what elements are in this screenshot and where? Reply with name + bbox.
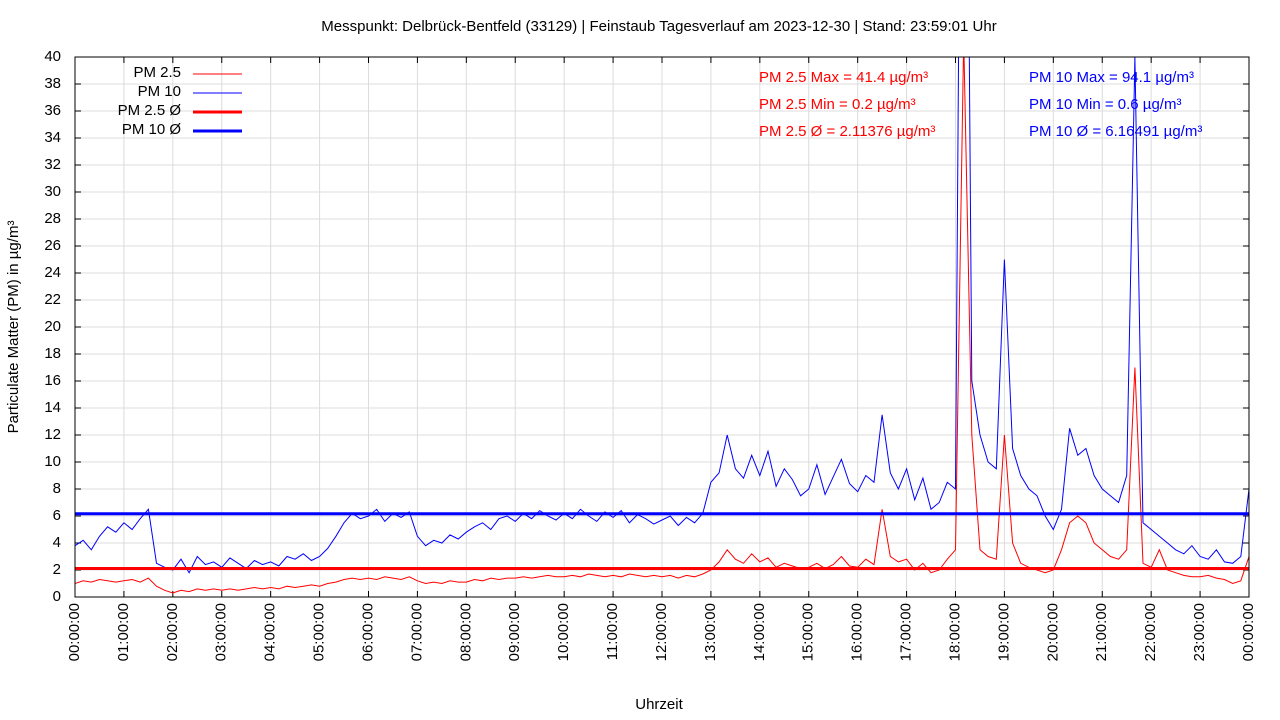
labels: 024681012141618202224262830323436384000:… xyxy=(44,48,1257,661)
x-tick-label: 18:00:00 xyxy=(946,603,963,661)
plot-area xyxy=(75,57,1249,594)
x-tick-label: 02:00:00 xyxy=(164,603,181,661)
x-tick-label: 19:00:00 xyxy=(995,603,1012,661)
y-tick-label: 16 xyxy=(44,372,61,389)
x-tick-label: 14:00:00 xyxy=(751,603,768,661)
x-tick-label: 16:00:00 xyxy=(849,603,866,661)
y-tick-label: 40 xyxy=(44,48,61,65)
y-tick-label: 20 xyxy=(44,318,61,335)
plot-border xyxy=(74,56,1250,598)
y-tick-label: 4 xyxy=(53,534,61,551)
y-tick-label: 36 xyxy=(44,102,61,119)
x-tick-label: 09:00:00 xyxy=(506,603,523,661)
y-tick-label: 6 xyxy=(53,507,61,524)
y-tick-label: 14 xyxy=(44,399,61,416)
x-tick-label: 13:00:00 xyxy=(702,603,719,661)
x-tick-label: 06:00:00 xyxy=(359,603,376,661)
y-tick-label: 2 xyxy=(53,561,61,578)
y-axis-label: Particulate Matter (PM) in µg/m³ xyxy=(5,221,22,434)
x-tick-label: 07:00:00 xyxy=(408,603,425,661)
data-line xyxy=(75,57,1249,594)
y-tick-label: 28 xyxy=(44,210,61,227)
legend-label: PM 2.5 xyxy=(133,64,181,81)
x-tick-label: 05:00:00 xyxy=(311,603,328,661)
y-tick-label: 32 xyxy=(44,156,61,173)
y-tick-label: 34 xyxy=(44,129,61,146)
legend-label: PM 2.5 Ø xyxy=(118,102,182,119)
annotation: PM 2.5 Min = 0.2 µg/m³ xyxy=(759,96,916,113)
y-tick-label: 10 xyxy=(44,453,61,470)
chart-title: Messpunkt: Delbrück-Bentfeld (33129) | F… xyxy=(321,18,996,35)
y-tick-label: 0 xyxy=(53,588,61,605)
x-tick-label: 20:00:00 xyxy=(1044,603,1061,661)
y-tick-label: 18 xyxy=(44,345,61,362)
legend-label: PM 10 Ø xyxy=(122,121,182,138)
y-tick-label: 22 xyxy=(44,291,61,308)
x-tick-label: 03:00:00 xyxy=(213,603,230,661)
y-tick-label: 24 xyxy=(44,264,61,281)
annotation: PM 10 Min = 0.6 µg/m³ xyxy=(1029,96,1181,113)
x-tick-label: 00:00:00 xyxy=(66,603,83,661)
x-tick-label: 10:00:00 xyxy=(555,603,572,661)
data-line xyxy=(75,57,1249,574)
annotation: PM 2.5 Ø = 2.11376 µg/m³ xyxy=(759,123,935,140)
y-tick-label: 26 xyxy=(44,237,61,254)
annotation: PM 10 Ø = 6.16491 µg/m³ xyxy=(1029,123,1202,140)
y-tick-label: 38 xyxy=(44,75,61,92)
annotation: PM 10 Max = 94.1 µg/m³ xyxy=(1029,69,1194,86)
y-tick-label: 8 xyxy=(53,480,61,497)
x-tick-label: 21:00:00 xyxy=(1093,603,1110,661)
annotation: PM 2.5 Max = 41.4 µg/m³ xyxy=(759,69,928,86)
y-tick-label: 30 xyxy=(44,183,61,200)
x-tick-label: 00:00:00 xyxy=(1240,603,1257,661)
legend-label: PM 10 xyxy=(138,83,181,100)
x-tick-label: 17:00:00 xyxy=(898,603,915,661)
x-axis-label: Uhrzeit xyxy=(635,696,683,713)
x-tick-label: 12:00:00 xyxy=(653,603,670,661)
y-tick-label: 12 xyxy=(44,426,61,443)
x-tick-label: 23:00:00 xyxy=(1191,603,1208,661)
x-tick-label: 01:00:00 xyxy=(115,603,132,661)
x-tick-label: 22:00:00 xyxy=(1142,603,1159,661)
x-tick-label: 04:00:00 xyxy=(262,603,279,661)
x-tick-label: 11:00:00 xyxy=(604,603,621,660)
x-tick-label: 08:00:00 xyxy=(457,603,474,661)
x-tick-label: 15:00:00 xyxy=(800,603,817,661)
